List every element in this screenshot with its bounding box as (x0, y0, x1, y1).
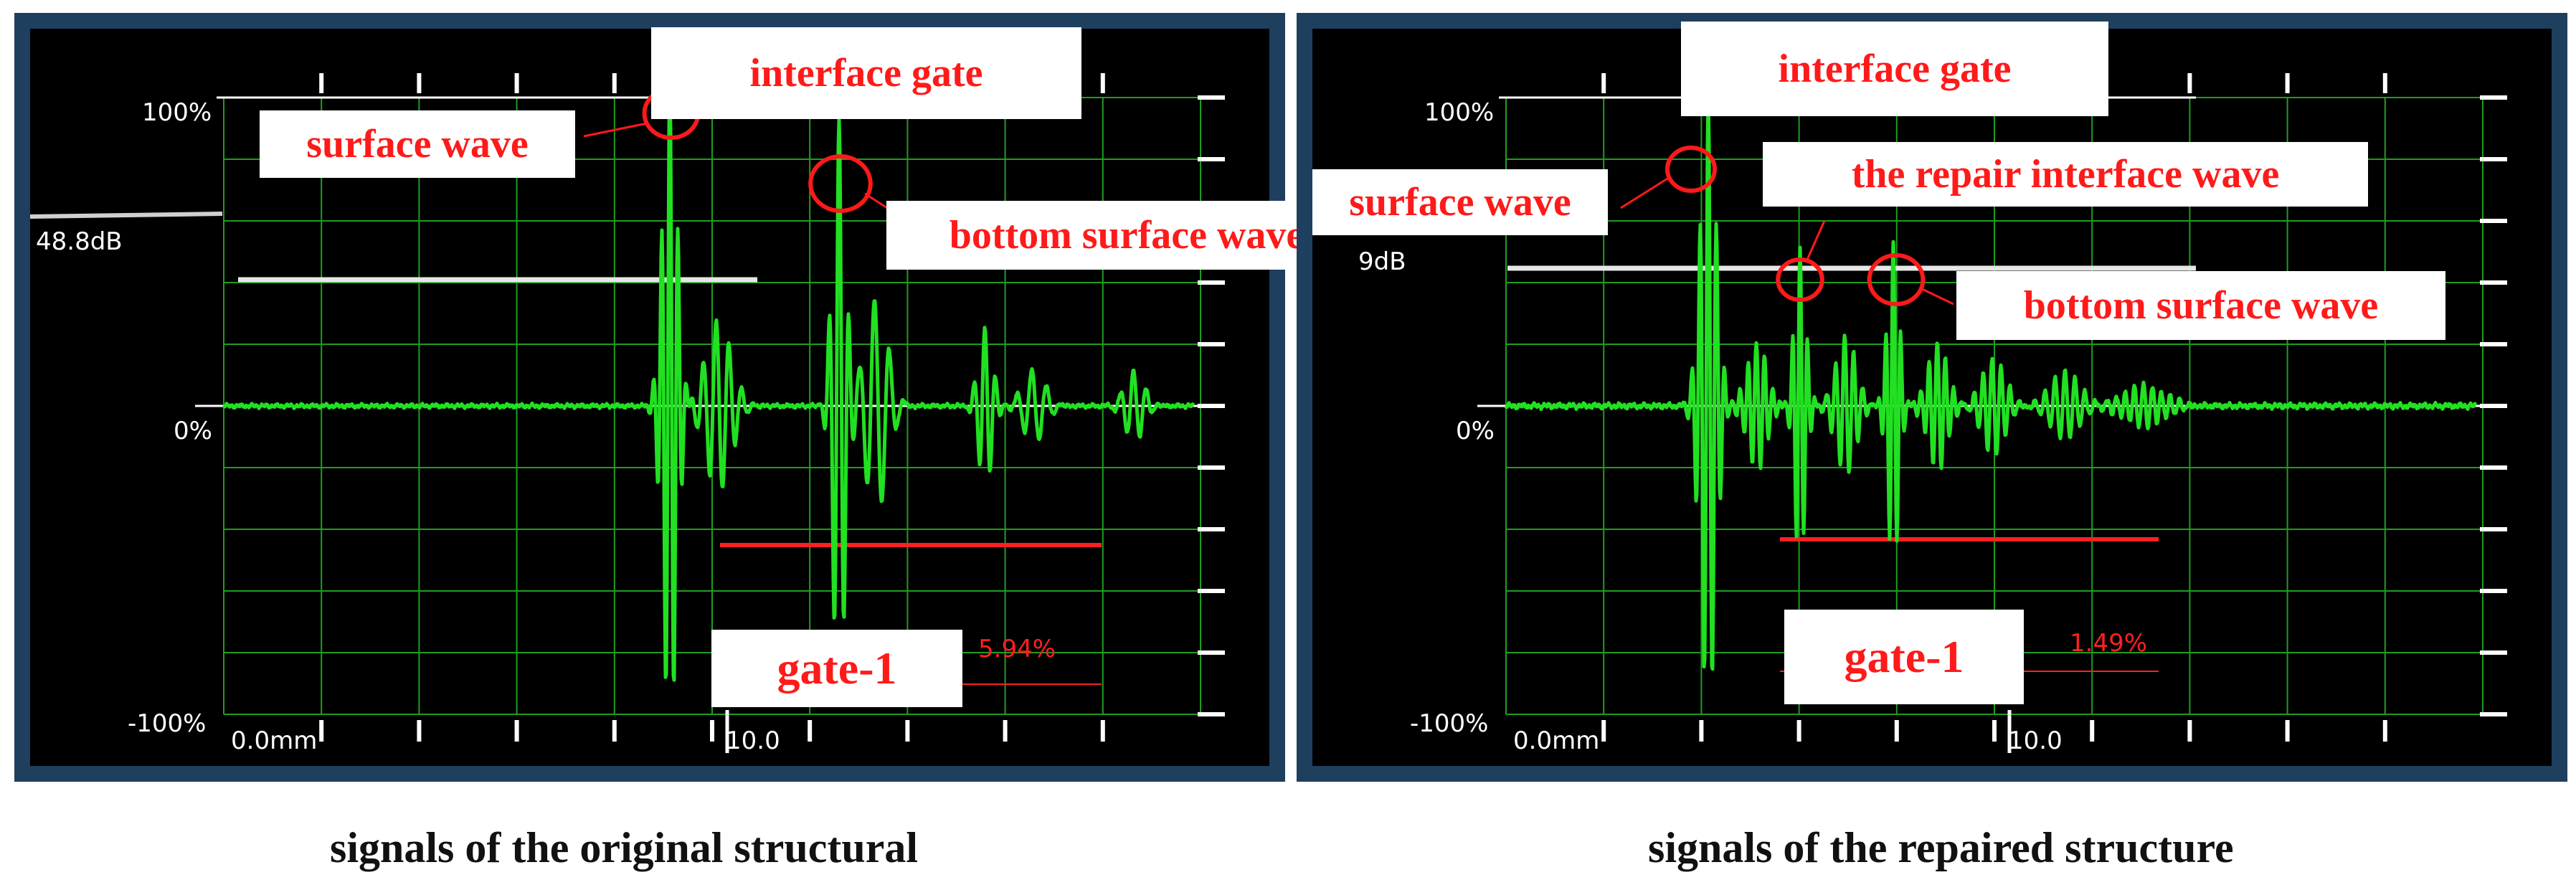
echo-signal-trace (222, 88, 1195, 682)
gate-1-label: gate-1 (711, 630, 962, 707)
gate-1-label: gate-1 (1784, 610, 2024, 704)
ultrasonic-panel-original: 100% 48.8dB 0% -100% 0.0mm 10.0 5.94% in… (14, 13, 1367, 782)
a-scan-plot (30, 73, 1225, 753)
oscilloscope-screen: 100% 48.8dB 0% -100% 0.0mm 10.0 5.94% (30, 29, 1269, 766)
bottom-surface-wave-marker (808, 154, 873, 213)
bottom-surface-wave-label: bottom surface wave (886, 201, 1367, 270)
bottom-surface-wave-marker (1867, 253, 1926, 306)
interface-gate-label: interface gate (651, 27, 1081, 119)
y-label-top: 100% (142, 98, 212, 127)
gate-amplitude-readout: 1.49% (2070, 629, 2148, 658)
y-label-top: 100% (1424, 98, 1495, 127)
y-label-bottom: -100% (128, 709, 207, 738)
repair-wave-leader (1806, 220, 1826, 260)
y-label-bottom: -100% (1410, 709, 1489, 738)
x-label-start: 0.0mm (231, 727, 318, 755)
surface-wave-label: surface wave (1312, 169, 1608, 235)
a-scan-plot (1477, 73, 2507, 753)
bottom-wave-leader (1920, 287, 1954, 306)
surface-wave-marker (1665, 146, 1717, 193)
gate-amplitude-readout: 5.94% (978, 635, 1056, 663)
x-label-start: 0.0mm (1513, 727, 1600, 755)
gain-readout: 9dB (1358, 247, 1406, 276)
y-label-mid: 0% (174, 417, 212, 445)
interface-gate-label: interface gate (1681, 22, 2108, 116)
surface-wave-leader (583, 122, 648, 138)
bottom-surface-wave-label: bottom surface wave (1956, 271, 2445, 340)
ultrasonic-panel-repaired: 100% 9dB 0% -100% 0.0mm 10.0 1.49% inter… (1297, 13, 2567, 782)
x-label-mid: 10.0 (2008, 727, 2063, 755)
repair-interface-wave-label: the repair interface wave (1763, 142, 2368, 207)
surface-wave-leader (1620, 175, 1672, 209)
echo-signal-trace (1504, 95, 2478, 671)
gain-pointer (30, 212, 223, 219)
x-label-mid: 10.0 (726, 727, 780, 755)
gain-readout: 48.8dB (36, 227, 123, 256)
repair-interface-wave-marker (1776, 257, 1824, 302)
surface-wave-label: surface wave (260, 110, 575, 178)
caption-repaired: signals of the repaired structure (1648, 824, 2234, 871)
caption-original: signals of the original structural (330, 824, 918, 871)
y-label-mid: 0% (1456, 417, 1495, 445)
